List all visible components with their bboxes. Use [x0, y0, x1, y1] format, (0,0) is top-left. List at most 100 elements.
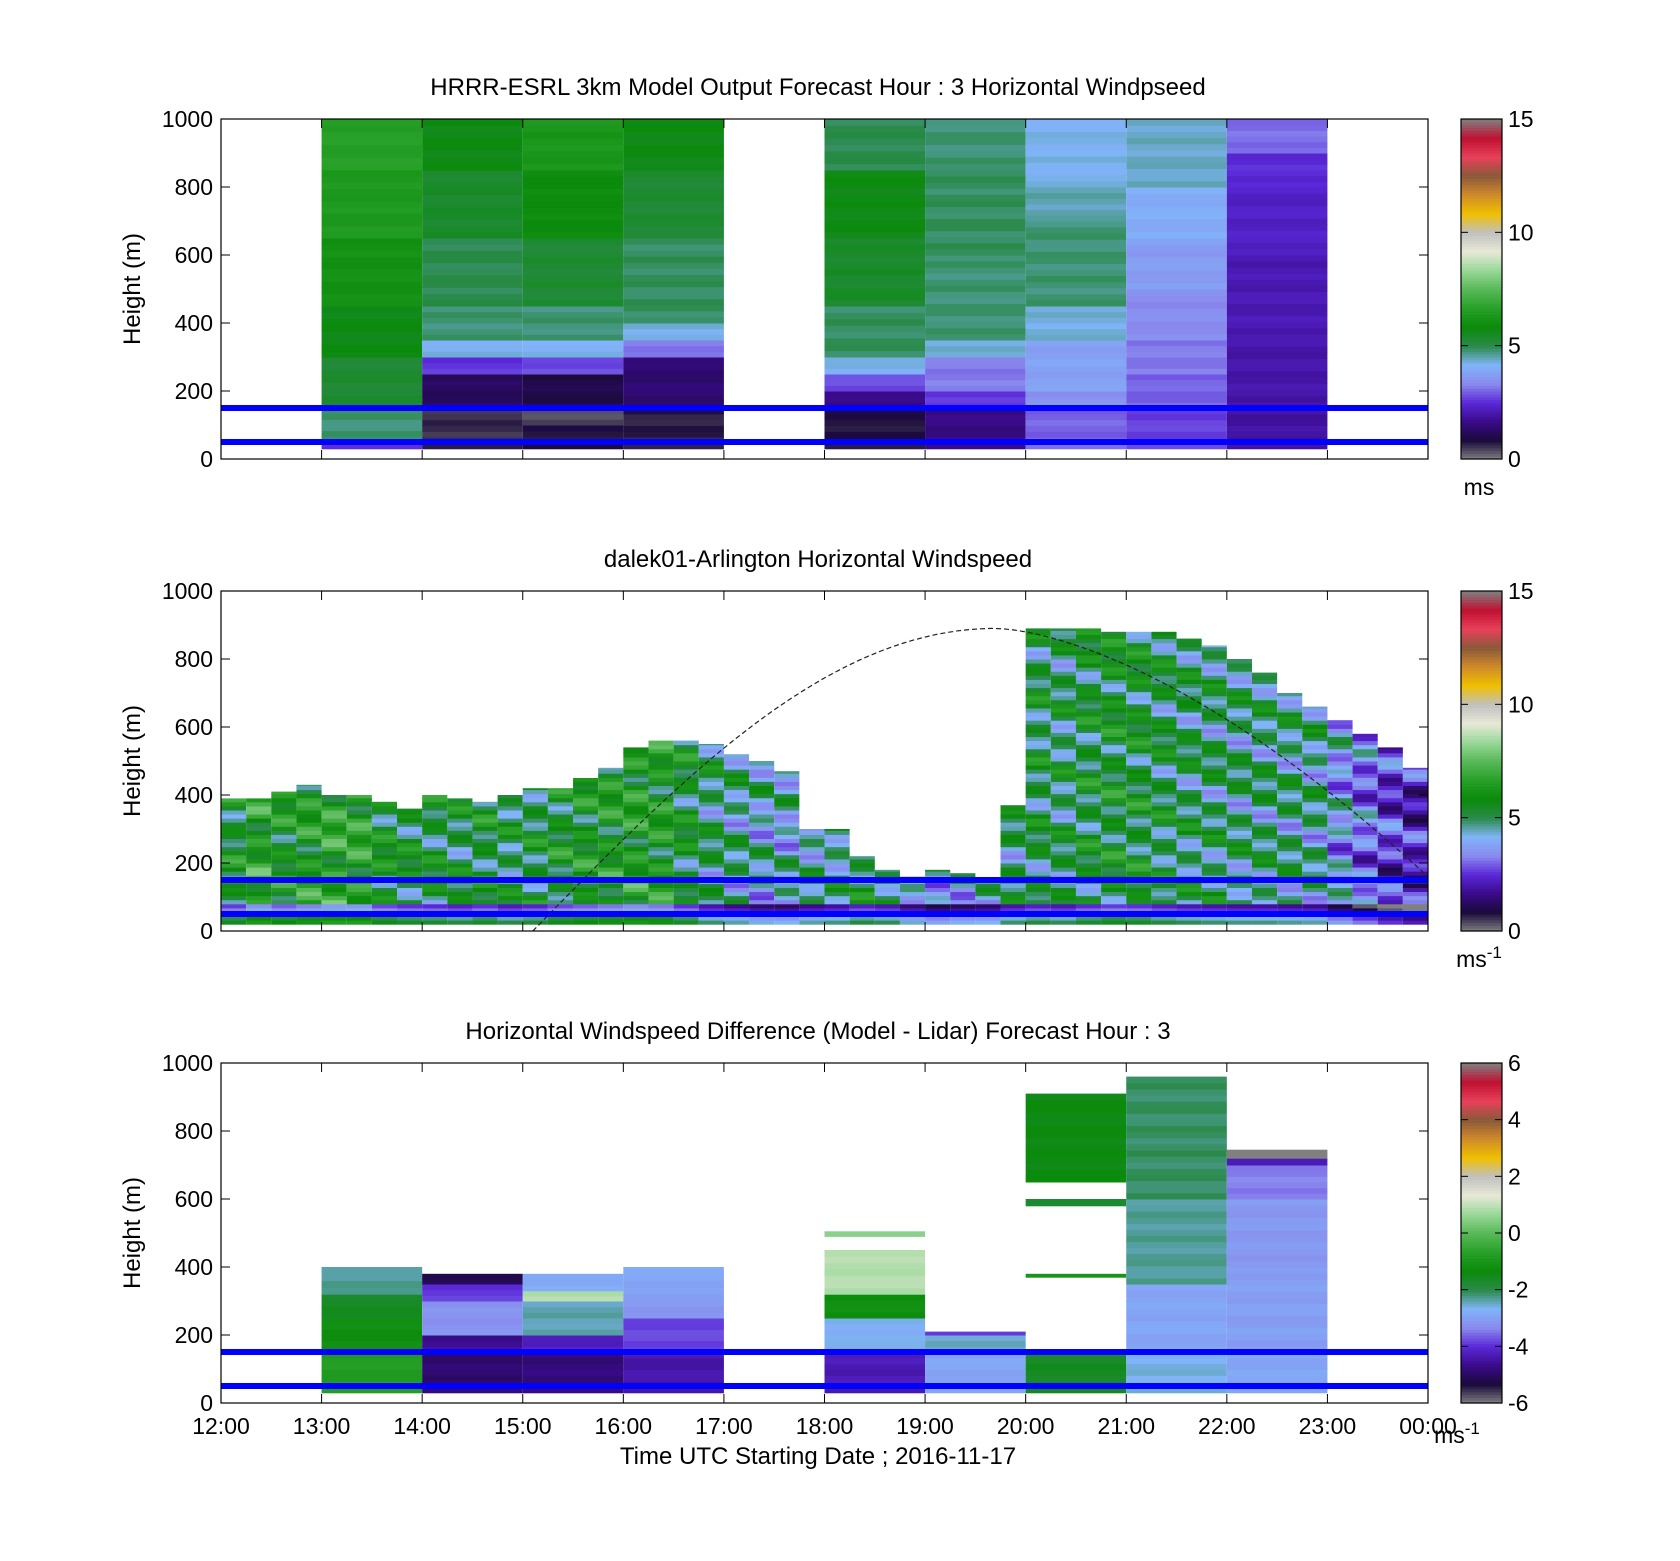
- heatmap-cell: [673, 773, 699, 778]
- heatmap-cell: [472, 907, 498, 913]
- colorbar-segment: [1461, 650, 1502, 654]
- colorbar-tick-label: 0: [1508, 446, 1521, 472]
- heatmap-cell: [346, 854, 372, 860]
- heatmap-cell: [1025, 863, 1051, 868]
- heatmap-cell: [221, 867, 247, 872]
- heatmap-cell: [824, 846, 850, 852]
- heatmap-cell: [422, 1301, 523, 1308]
- heatmap-cell: [472, 920, 498, 925]
- colorbar-segment: [1461, 1380, 1502, 1384]
- colorbar-tick-label: 10: [1508, 691, 1534, 717]
- heatmap-cell: [1126, 663, 1152, 668]
- heatmap-cell: [1251, 761, 1278, 766]
- heatmap-cell: [1126, 212, 1227, 220]
- heatmap-cell: [1101, 834, 1127, 840]
- heatmap-cell: [1251, 777, 1278, 782]
- heatmap-cell: [1075, 814, 1102, 819]
- heatmap-cell: [623, 846, 649, 852]
- colorbar-segment: [1461, 783, 1502, 788]
- heatmap-cell: [1050, 650, 1076, 656]
- heatmap-cell: [296, 801, 322, 807]
- heatmap-cell: [623, 1318, 724, 1325]
- heatmap-cell: [1302, 907, 1328, 913]
- heatmap-cell: [1050, 683, 1076, 689]
- colorbar-segment: [1461, 593, 1502, 598]
- heatmap-cell: [925, 321, 1026, 329]
- colorbar-segment: [1461, 865, 1502, 870]
- colorbar-segment: [1461, 379, 1502, 384]
- heatmap-cell: [1025, 287, 1127, 295]
- heatmap-cell: [573, 850, 599, 856]
- colorbar-segment: [1461, 1082, 1502, 1087]
- colorbar-segment: [1461, 240, 1502, 245]
- heatmap-cell: [371, 834, 398, 840]
- heatmap-cell: [1126, 156, 1227, 163]
- heatmap-cell: [749, 765, 775, 770]
- heatmap-cell: [447, 867, 473, 872]
- heatmap-cell: [321, 413, 423, 420]
- heatmap-cell: [422, 442, 523, 450]
- heatmap-cell: [1025, 257, 1127, 264]
- heatmap-cell: [950, 873, 976, 876]
- heatmap-cell: [1176, 699, 1202, 705]
- heatmap-cell: [1101, 842, 1127, 848]
- colorbar-segment: [1461, 444, 1502, 449]
- heatmap-cell: [221, 834, 247, 840]
- heatmap-cell: [1302, 720, 1328, 725]
- heatmap-cell: [1377, 793, 1403, 799]
- heatmap-cell: [1025, 317, 1127, 324]
- heatmap-cell: [648, 814, 674, 819]
- colorbar-segment: [1461, 1323, 1502, 1328]
- heatmap-cell: [547, 883, 574, 888]
- colorbar-segment: [1461, 928, 1502, 932]
- heatmap-cell: [925, 1340, 1026, 1347]
- heatmap-cell: [698, 891, 724, 897]
- heatmap-cell: [1302, 826, 1328, 831]
- heatmap-cell: [1226, 858, 1252, 864]
- colorbar-segment: [1461, 348, 1502, 352]
- heatmap-cell: [1302, 903, 1328, 909]
- colorbar-tick-label: 5: [1508, 805, 1521, 831]
- heatmap-cell: [1377, 748, 1403, 754]
- colorbar-segment: [1461, 834, 1502, 839]
- heatmap-cell: [673, 834, 699, 840]
- heatmap-cell: [1352, 871, 1378, 876]
- heatmap-cell: [623, 256, 724, 263]
- colorbar-segment: [1461, 1235, 1502, 1240]
- heatmap-cell: [623, 895, 649, 901]
- heatmap-cell: [1327, 797, 1353, 803]
- colorbar-segment: [1461, 328, 1502, 333]
- heatmap-cell: [673, 867, 699, 872]
- heatmap-cell: [1201, 646, 1227, 652]
- colorbar-segment: [1461, 1374, 1502, 1379]
- heatmap-cell: [472, 858, 498, 864]
- heatmap-cell: [623, 1340, 724, 1347]
- heatmap-cell: [1126, 238, 1227, 245]
- heatmap-cell: [1025, 638, 1051, 644]
- colorbar-segment: [1461, 721, 1502, 725]
- heatmap-cell: [573, 778, 599, 782]
- heatmap-cell: [1025, 756, 1051, 762]
- heatmap-cell: [547, 788, 574, 791]
- heatmap-cell: [1126, 671, 1152, 676]
- heatmap-cell: [1050, 695, 1076, 701]
- heatmap-cell: [623, 838, 649, 844]
- heatmap-cell: [397, 891, 423, 897]
- heatmap-cell: [598, 814, 624, 819]
- heatmap-cell: [321, 1312, 423, 1319]
- heatmap-cell: [221, 883, 247, 888]
- colorbar-segment: [1461, 1295, 1502, 1299]
- heatmap-cell: [1101, 867, 1127, 872]
- heatmap-cell: [1377, 809, 1403, 815]
- heatmap-cell: [1000, 846, 1026, 852]
- heatmap-cell: [1226, 826, 1252, 831]
- heatmap-cell: [1075, 871, 1102, 876]
- heatmap-cell: [698, 805, 724, 811]
- heatmap-cell: [1126, 1229, 1227, 1236]
- heatmap-cell: [1075, 732, 1102, 738]
- heatmap-cell: [1226, 389, 1328, 397]
- heatmap-cell: [447, 916, 473, 921]
- heatmap-cell: [723, 769, 750, 774]
- heatmap-cell: [497, 809, 523, 815]
- heatmap-cell: [1302, 891, 1328, 897]
